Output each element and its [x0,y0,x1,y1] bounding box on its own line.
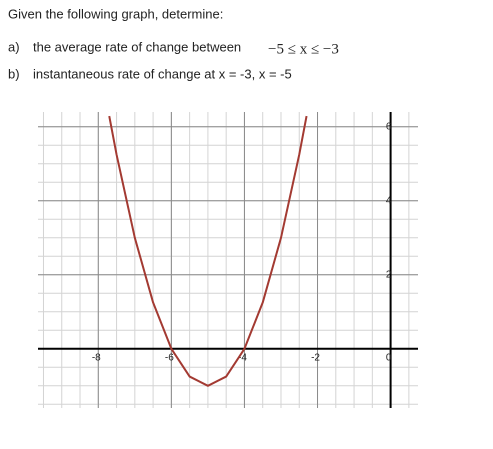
x-tick-label: -2 [311,352,320,363]
item-label: a) [8,39,20,54]
title: Given the following graph, determine: [8,6,223,21]
y-tick-label: 2 [386,269,392,280]
x-tick-label: -8 [92,352,101,363]
y-tick-label: 6 [386,121,392,132]
item-math: −5 ≤ x ≤ −3 [268,41,339,57]
x-tick-label: -6 [165,352,174,363]
x-tick-label: 0 [386,352,392,363]
chart: -8 -6 -4 -2 0 2 4 6 [38,112,418,408]
y-tick-label: 4 [386,195,392,206]
curve [108,115,308,387]
item-text: instantaneous rate of change at x = -3, … [33,66,292,81]
x-tick-label: -4 [238,352,247,363]
item-text: the average rate of change between [33,39,241,54]
item-label: b) [8,66,20,81]
